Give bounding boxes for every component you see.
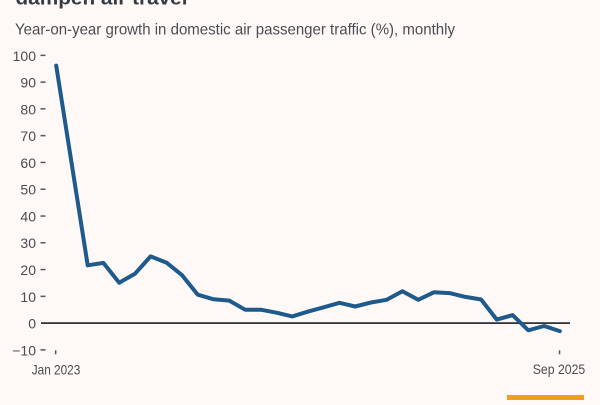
svg-text:Jan 2023: Jan 2023: [32, 362, 81, 378]
svg-text:40: 40: [20, 209, 36, 225]
svg-text:80: 80: [20, 101, 36, 117]
svg-text:0: 0: [28, 316, 36, 332]
svg-text:90: 90: [20, 75, 36, 91]
svg-text:Sep 2025: Sep 2025: [533, 361, 586, 377]
svg-text:50: 50: [20, 182, 36, 198]
svg-text:−10: −10: [12, 342, 36, 358]
svg-text:20: 20: [20, 262, 36, 278]
svg-text:60: 60: [20, 155, 36, 171]
svg-text:Year-on-year growth in domesti: Year-on-year growth in domestic air pass…: [15, 22, 455, 39]
svg-text:100: 100: [13, 48, 37, 64]
svg-text:dampen air travel: dampen air travel: [16, 0, 188, 10]
svg-text:30: 30: [20, 235, 36, 251]
svg-text:70: 70: [20, 128, 36, 144]
svg-text:10: 10: [20, 289, 36, 305]
